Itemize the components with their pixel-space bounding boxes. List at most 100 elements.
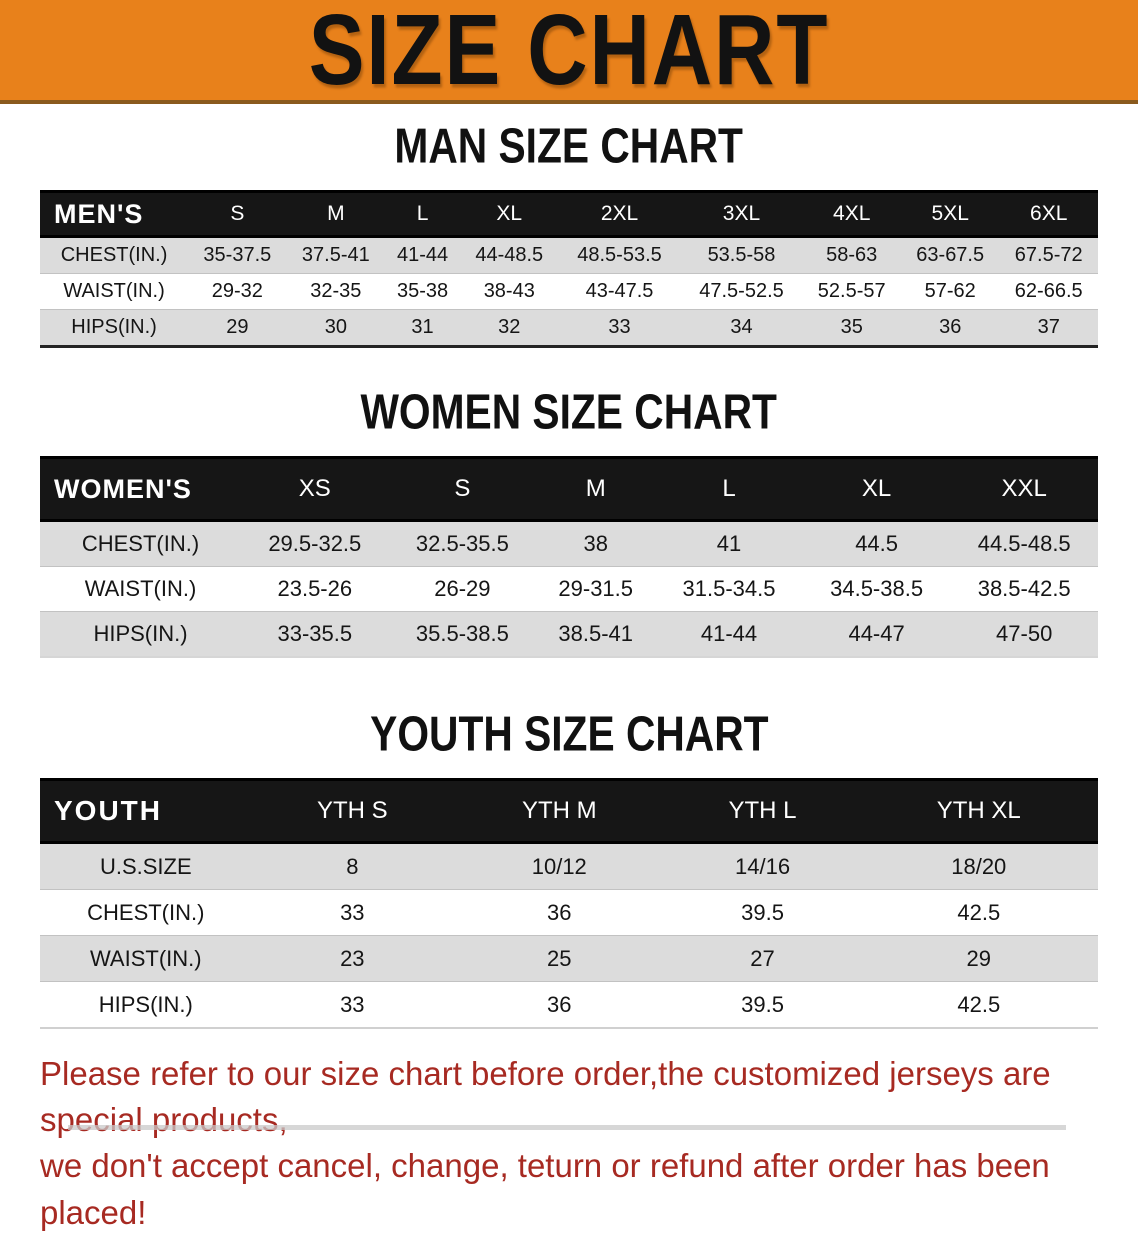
men-size-header: 4XL <box>802 190 901 238</box>
men-measure-value: 53.5-58 <box>680 236 803 274</box>
men-size-table: MEN'S S M L XL 2XL 3XL 4XL 5XL 6XL CHEST(IN.) 35-37… <box>40 190 1098 348</box>
youth-section-heading: YOUTH SIZE CHART <box>0 706 1138 761</box>
youth-measure-value: 39.5 <box>665 889 860 936</box>
youth-measure-value: 27 <box>665 935 860 982</box>
women-measure-value: 44.5-48.5 <box>950 520 1098 567</box>
women-measure-value: 38.5-41 <box>536 611 656 658</box>
men-measure-value: 58-63 <box>802 236 901 274</box>
women-heading-text: WOMEN SIZE CHART <box>360 383 778 440</box>
men-size-header: L <box>385 190 461 238</box>
men-section-heading: MAN SIZE CHART <box>0 118 1138 173</box>
youth-measure-label: HIPS(IN.) <box>40 981 252 1029</box>
men-measure-value: 44-48.5 <box>460 236 559 274</box>
men-measure-value: 37.5-41 <box>286 236 386 274</box>
men-size-header: M <box>286 190 386 238</box>
women-measure-value: 29.5-32.5 <box>241 520 389 567</box>
women-measure-value: 34.5-38.5 <box>802 566 951 612</box>
youth-measure-value: 29 <box>859 935 1098 982</box>
men-table-label: MEN'S <box>40 190 189 238</box>
men-size-header: 5XL <box>900 190 1000 238</box>
youth-measure-value: 18/20 <box>859 842 1098 890</box>
men-measure-value: 63-67.5 <box>900 236 1000 274</box>
men-measure-label: HIPS(IN.) <box>40 309 189 348</box>
women-measure-value: 32.5-35.5 <box>388 520 537 567</box>
women-measure-value: 41-44 <box>655 611 803 658</box>
youth-measure-label: U.S.SIZE <box>40 842 252 890</box>
youth-size-table: YOUTH YTH S YTH M YTH L YTH XL U.S.SIZE 8 10/12… <box>40 778 1098 1029</box>
women-section-heading: WOMEN SIZE CHART <box>0 384 1138 439</box>
women-measure-value: 23.5-26 <box>241 566 389 612</box>
men-measure-value: 35-38 <box>385 273 461 310</box>
women-table-label: WOMEN'S <box>40 456 242 522</box>
men-measure-value: 38-43 <box>460 273 559 310</box>
men-size-header: 3XL <box>680 190 803 238</box>
women-measure-value: 29-31.5 <box>536 566 656 612</box>
youth-measure-value: 36 <box>453 889 666 936</box>
women-size-header: L <box>655 456 803 522</box>
men-section: MAN SIZE CHART MEN'S S M L XL 2XL 3XL 4XL 5XL 6XL… <box>0 118 1138 348</box>
men-measure-value: 35 <box>802 309 901 348</box>
men-measure-value: 30 <box>286 309 386 348</box>
men-measure-value: 32 <box>460 309 559 348</box>
youth-measure-value: 14/16 <box>665 842 860 890</box>
women-measure-value: 47-50 <box>950 611 1098 658</box>
page-title: SIZE CHART <box>308 0 830 106</box>
youth-heading-text: YOUTH SIZE CHART <box>369 705 769 762</box>
youth-size-header: YTH M <box>453 778 666 844</box>
men-measure-label: WAIST(IN.) <box>40 273 189 310</box>
youth-size-header: YTH L <box>665 778 860 844</box>
youth-size-header: YTH S <box>251 778 454 844</box>
men-measure-value: 29 <box>188 309 287 348</box>
women-size-header: XXL <box>950 456 1098 522</box>
youth-section: YOUTH SIZE CHART YOUTH YTH S YTH M YTH L YTH… <box>0 706 1138 1029</box>
women-table-row: CHEST(IN.) 29.5-32.5 32.5-35.5 38 41 44.5 44.5… <box>40 520 1098 567</box>
men-measure-label: CHEST(IN.) <box>40 236 189 274</box>
women-table-row: HIPS(IN.) 33-35.5 35.5-38.5 38.5-41 41-44 44-… <box>40 611 1098 658</box>
women-size-header: S <box>388 456 537 522</box>
women-measure-value: 41 <box>655 520 803 567</box>
women-measure-value: 26-29 <box>388 566 537 612</box>
men-measure-value: 67.5-72 <box>999 236 1098 274</box>
men-measure-value: 32-35 <box>286 273 386 310</box>
youth-measure-value: 42.5 <box>859 981 1098 1029</box>
bottom-divider <box>68 1125 1066 1130</box>
women-size-header: XS <box>241 456 389 522</box>
size-chart-banner: SIZE CHART <box>0 0 1138 106</box>
order-disclaimer: Please refer to our size chart before or… <box>40 1051 1100 1236</box>
men-heading-text: MAN SIZE CHART <box>394 117 744 174</box>
women-measure-value: 31.5-34.5 <box>655 566 803 612</box>
men-size-header: 2XL <box>558 190 681 238</box>
men-size-header: XL <box>460 190 559 238</box>
men-measure-value: 62-66.5 <box>999 273 1098 310</box>
men-measure-value: 47.5-52.5 <box>680 273 803 310</box>
men-measure-value: 43-47.5 <box>558 273 681 310</box>
disclaimer-line-1: Please refer to our size chart before or… <box>40 1055 1051 1139</box>
disclaimer-line-2: we don't accept cancel, change, teturn o… <box>40 1147 1050 1231</box>
men-measure-value: 33 <box>558 309 681 348</box>
men-measure-value: 48.5-53.5 <box>558 236 681 274</box>
women-measure-value: 35.5-38.5 <box>388 611 537 658</box>
youth-measure-value: 36 <box>453 981 666 1029</box>
men-header-row: MEN'S S M L XL 2XL 3XL 4XL 5XL 6XL <box>40 190 1098 238</box>
women-size-header: XL <box>802 456 951 522</box>
men-measure-value: 37 <box>999 309 1098 348</box>
youth-table-row: WAIST(IN.) 23 25 27 29 <box>40 935 1098 982</box>
men-measure-value: 41-44 <box>385 236 461 274</box>
youth-measure-value: 39.5 <box>665 981 860 1029</box>
youth-table-row: CHEST(IN.) 33 36 39.5 42.5 <box>40 889 1098 936</box>
women-size-header: M <box>536 456 656 522</box>
men-measure-value: 29-32 <box>188 273 287 310</box>
youth-measure-value: 8 <box>251 842 454 890</box>
youth-header-row: YOUTH YTH S YTH M YTH L YTH XL <box>40 778 1098 844</box>
men-table-row: WAIST(IN.) 29-32 32-35 35-38 38-43 43-47.5 47.… <box>40 273 1098 310</box>
women-measure-value: 44.5 <box>802 520 951 567</box>
youth-table-row: U.S.SIZE 8 10/12 14/16 18/20 <box>40 842 1098 890</box>
youth-measure-label: WAIST(IN.) <box>40 935 252 982</box>
women-measure-label: HIPS(IN.) <box>40 611 242 658</box>
youth-measure-value: 23 <box>251 935 454 982</box>
women-measure-value: 38 <box>536 520 656 567</box>
women-measure-value: 44-47 <box>802 611 951 658</box>
youth-table-row: HIPS(IN.) 33 36 39.5 42.5 <box>40 981 1098 1029</box>
women-table-row: WAIST(IN.) 23.5-26 26-29 29-31.5 31.5-34.5 34… <box>40 566 1098 612</box>
men-measure-value: 34 <box>680 309 803 348</box>
